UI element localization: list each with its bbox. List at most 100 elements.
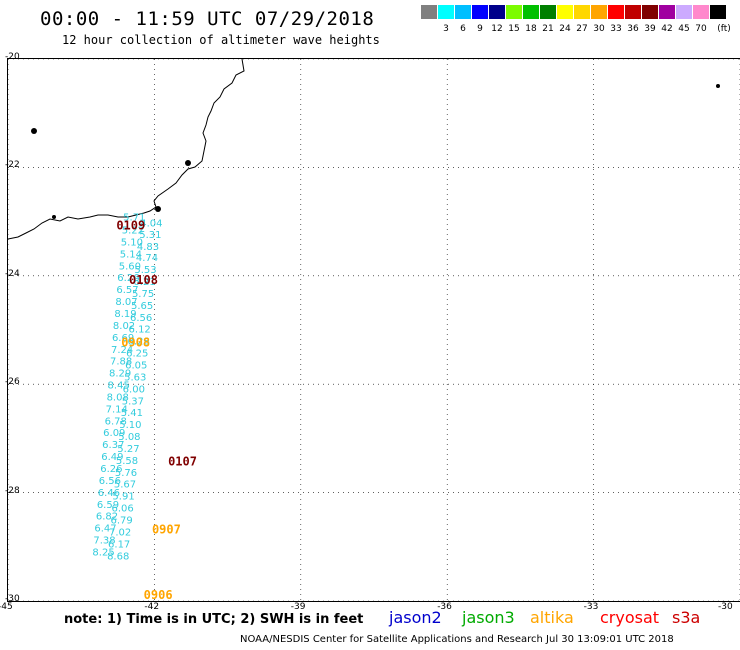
satellite-s3a: s3a xyxy=(672,608,701,627)
scale-label: 70 xyxy=(695,24,707,34)
lon-tick-label: -42 xyxy=(144,602,160,612)
scale-swatch xyxy=(574,5,590,19)
time-label: 0906 xyxy=(144,588,173,601)
swh-value: 6.26 xyxy=(100,464,122,475)
lat-tick-label: -28 xyxy=(5,485,20,496)
coastline xyxy=(8,59,245,240)
swh-value: 5.58 xyxy=(116,456,138,467)
scale-label: 6 xyxy=(460,24,466,34)
swh-value: 5.31 xyxy=(139,230,161,241)
lon-tick-label: -30 xyxy=(718,602,733,612)
scale-label: 45 xyxy=(678,24,690,34)
swh-value: 6.46 xyxy=(98,488,120,499)
swh-value: 6.47 xyxy=(94,524,116,535)
lon-tick-label: -39 xyxy=(290,602,306,612)
scale-unit: (ft) xyxy=(717,24,731,34)
swh-value: 6.28 xyxy=(128,337,150,348)
page-title: 00:00 - 11:59 UTC 07/29/2018 xyxy=(40,8,375,30)
lon-tick-label: -36 xyxy=(437,602,452,612)
island xyxy=(155,206,161,212)
scale-swatch xyxy=(506,5,522,19)
swh-value: 6.17 xyxy=(108,539,130,550)
swh-value: 6.49 xyxy=(101,452,123,463)
scale-swatch xyxy=(710,5,726,19)
swh-value: 5.75 xyxy=(132,289,154,300)
scale-swatch xyxy=(438,5,454,19)
satellite-jason3: jason3 xyxy=(462,608,515,627)
scale-swatch xyxy=(608,5,624,19)
swh-value: 6.56 xyxy=(99,476,121,487)
swh-value: 8.08 xyxy=(107,392,129,403)
wave-height-map[interactable]: 5.71 4.04 5.22 5.31 5.10 4.83 5.14 4.74 5.60 5.53… xyxy=(7,58,740,602)
scale-label: 30 xyxy=(593,24,605,34)
page-subtitle: 12 hour collection of altimeter wave hei… xyxy=(62,33,380,47)
swh-value: 5.91 xyxy=(112,492,134,503)
scale-label: 27 xyxy=(576,24,588,34)
swh-value: 8.02 xyxy=(113,321,135,332)
scale-label: 18 xyxy=(525,24,537,34)
swh-value: 6.00 xyxy=(123,384,145,395)
lon-tick-label: -33 xyxy=(583,602,599,612)
scale-swatch xyxy=(455,5,471,19)
time-label: 0107 xyxy=(168,455,197,469)
lat-tick-label: -26 xyxy=(5,377,20,388)
swh-value: 5.14 xyxy=(120,249,142,260)
time-label: 0908 xyxy=(121,335,150,349)
credit-line: NOAA/NESDIS Center for Satellite Applica… xyxy=(240,634,674,645)
swh-value: 4.83 xyxy=(137,242,159,253)
map-canvas: 5.714.045.225.315.104.835.144.745.605.53… xyxy=(8,59,740,601)
swh-value: 8.07 xyxy=(115,297,137,308)
swh-value: 6.57 xyxy=(116,285,138,296)
scale-swatch xyxy=(642,5,658,19)
lat-tick-label: -20 xyxy=(5,52,20,62)
swh-value: 5.76 xyxy=(115,468,137,479)
swh-value: 8.19 xyxy=(114,309,136,320)
scale-swatch xyxy=(472,5,488,19)
satellite-cryosat: cryosat xyxy=(600,608,660,627)
swh-value: 4.04 xyxy=(140,218,162,229)
swh-value: 5.10 xyxy=(119,420,141,431)
swh-value: 5.37 xyxy=(122,396,144,407)
swh-value: 5.71 xyxy=(123,213,145,224)
scale-swatch xyxy=(659,5,675,19)
scale-label: 33 xyxy=(610,24,622,34)
swh-value: 6.56 xyxy=(130,313,152,324)
scale-label: 12 xyxy=(491,24,503,34)
swh-value: 5.65 xyxy=(131,301,153,312)
swh-value: 6.26 xyxy=(117,273,139,284)
scale-swatch xyxy=(557,5,573,19)
swh-value: 6.59 xyxy=(97,500,119,511)
scale-swatch xyxy=(540,5,556,19)
swh-value: 6.37 xyxy=(102,440,124,451)
island xyxy=(185,160,191,166)
swh-value: 6.12 xyxy=(129,325,151,336)
scale-label: 21 xyxy=(542,24,554,34)
scale-label: 24 xyxy=(559,24,571,34)
scale-swatch xyxy=(693,5,709,19)
time-label: 0108 xyxy=(129,273,158,287)
scale-label: 3 xyxy=(443,24,449,34)
satellite-jason2: jason2 xyxy=(389,608,442,627)
island xyxy=(52,215,56,219)
scale-label: 39 xyxy=(644,24,656,34)
swh-value: 6.09 xyxy=(103,428,125,439)
lat-tick-label: -22 xyxy=(5,160,20,171)
swh-value: 5.67 xyxy=(114,480,136,491)
swh-value: 8.25 xyxy=(92,547,114,558)
scale-label: 15 xyxy=(508,24,520,34)
scale-swatch xyxy=(489,5,505,19)
swh-value: 5.60 xyxy=(119,261,141,272)
satellite-altika: altika xyxy=(530,608,574,627)
swh-value: 5.27 xyxy=(117,444,139,455)
lat-tick-label: -24 xyxy=(5,268,20,279)
scale-swatch xyxy=(421,5,437,19)
lon-tick-label: -45 xyxy=(0,602,13,612)
swh-value: 6.06 xyxy=(111,504,133,515)
swh-value: 6.79 xyxy=(110,515,132,526)
scale-label: 9 xyxy=(477,24,483,34)
swh-value: 6.82 xyxy=(96,512,118,523)
time-label: 0907 xyxy=(152,522,181,536)
scale-swatch xyxy=(676,5,692,19)
swh-value: 7.02 xyxy=(109,527,131,538)
swh-value: 5.08 xyxy=(118,432,140,443)
